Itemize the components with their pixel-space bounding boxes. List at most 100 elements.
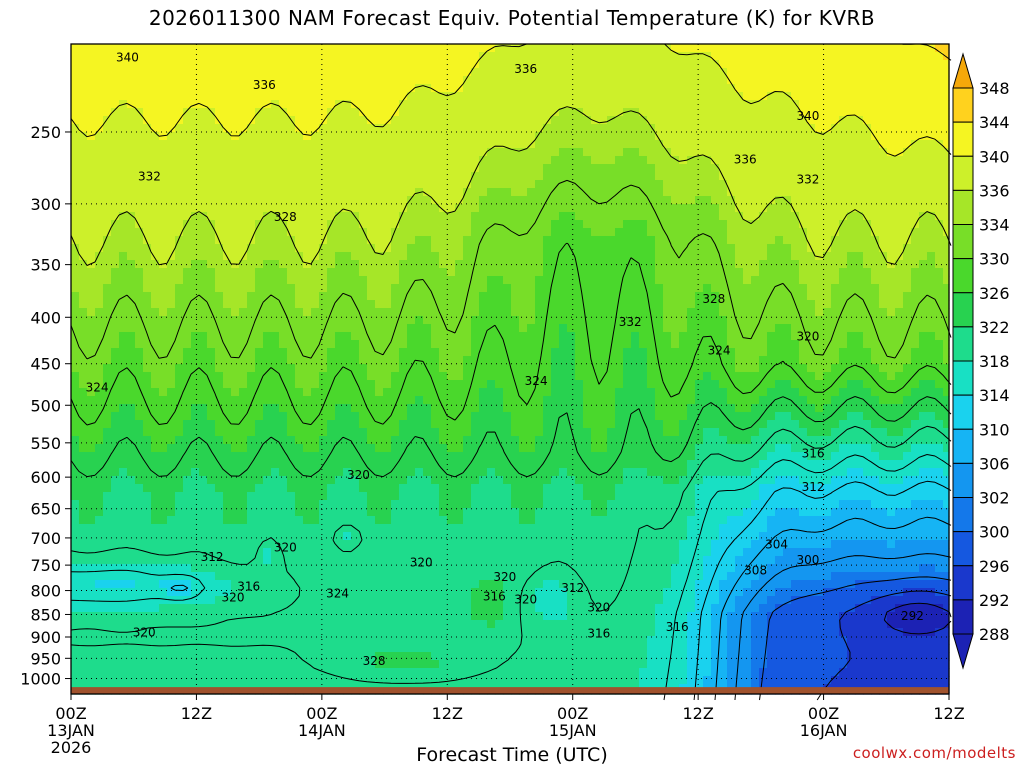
contour-label: 324 bbox=[708, 343, 731, 357]
colorbar-bottom-arrow bbox=[952, 633, 974, 670]
colorbar-swatch bbox=[952, 360, 974, 396]
contour-label: 320 bbox=[347, 468, 370, 482]
contour-labels: 340 336 336 340 336 332 332 328 328 332 320 324 324 3… bbox=[86, 51, 924, 669]
chart-title: 2026011300 NAM Forecast Equiv. Potential… bbox=[148, 6, 876, 30]
contour-label: 320 bbox=[493, 570, 516, 584]
colorbar-label: 348 bbox=[979, 79, 1010, 98]
x-axis-title: Forecast Time (UTC) bbox=[416, 744, 608, 766]
x-tick-label: 16JAN bbox=[800, 721, 848, 740]
contour-label: 336 bbox=[253, 78, 276, 92]
x-tick-label: 13JAN bbox=[47, 721, 95, 740]
colorbar-label: 344 bbox=[979, 113, 1010, 132]
y-tick-label: 1000 bbox=[20, 670, 61, 689]
colorbar-swatch bbox=[952, 565, 974, 601]
y-tick-label: 450 bbox=[30, 355, 61, 374]
x-tick-label: 12Z bbox=[682, 704, 713, 723]
x-tick-label: 12Z bbox=[181, 704, 212, 723]
contour-324 bbox=[70, 396, 952, 478]
contour-label: 340 bbox=[796, 109, 819, 123]
contour-label: 320 bbox=[222, 590, 245, 604]
colorbar-label: 322 bbox=[979, 318, 1010, 337]
contour-label: 336 bbox=[514, 62, 537, 76]
colorbar-swatch bbox=[952, 326, 974, 362]
contour-label: 332 bbox=[796, 172, 819, 186]
contour-label: 332 bbox=[619, 315, 642, 329]
colorbar: 348 344 340 336 334 330 326 322 318 314 310 306 302 3… bbox=[952, 52, 1010, 670]
contour-label: 300 bbox=[796, 553, 819, 567]
source-credit: coolwx.com/modelts bbox=[852, 744, 1016, 762]
contour-label: 316 bbox=[666, 620, 689, 634]
y-tick-label: 400 bbox=[30, 308, 61, 327]
y-tick-label: 350 bbox=[30, 256, 61, 275]
y-tick-label: 850 bbox=[30, 605, 61, 624]
contour-336 bbox=[70, 106, 952, 266]
contour-label: 324 bbox=[86, 381, 109, 395]
contour-label: 320 bbox=[274, 540, 297, 554]
x-tick-label: 00Z bbox=[808, 704, 839, 723]
contour-label: 312 bbox=[561, 581, 584, 595]
contour-label: 316 bbox=[237, 580, 260, 594]
contour-label: 312 bbox=[201, 550, 224, 564]
y-tick-label: 300 bbox=[30, 195, 61, 214]
x-tick-label: 2026 bbox=[51, 738, 92, 757]
contour-label: 320 bbox=[796, 330, 819, 344]
x-tick-label: 00Z bbox=[557, 704, 588, 723]
contour-label: 304 bbox=[765, 538, 788, 552]
contour-label: 292 bbox=[901, 609, 924, 623]
contour-label: 316 bbox=[587, 626, 610, 640]
colorbar-label: 326 bbox=[979, 284, 1010, 303]
contour-296 bbox=[816, 590, 952, 701]
contour-label: 328 bbox=[274, 210, 297, 224]
colorbar-swatch bbox=[952, 394, 974, 430]
plot-frame bbox=[70, 43, 950, 695]
contour-312 bbox=[170, 480, 952, 701]
x-tick-label: 15JAN bbox=[549, 721, 597, 740]
colorbar-label: 336 bbox=[979, 181, 1010, 200]
colorbar-swatch bbox=[952, 224, 974, 260]
contour-label: 320 bbox=[587, 600, 610, 614]
contour-label: 320 bbox=[514, 592, 537, 606]
colorbar-label: 318 bbox=[979, 352, 1010, 371]
pressure-grid-lines bbox=[71, 44, 949, 694]
y-tick-label: 550 bbox=[30, 434, 61, 453]
contour-label: 312 bbox=[802, 480, 825, 494]
contour-label: 340 bbox=[116, 51, 139, 65]
colorbar-label: 300 bbox=[979, 523, 1010, 542]
colorbar-swatch bbox=[952, 462, 974, 498]
contour-label: 328 bbox=[363, 654, 386, 668]
contour-label: 320 bbox=[133, 626, 156, 640]
contour-320 bbox=[70, 425, 952, 684]
colorbar-swatch bbox=[952, 121, 974, 157]
colorbar-label: 302 bbox=[979, 489, 1010, 508]
contour-label: 316 bbox=[802, 446, 825, 460]
contour-316 bbox=[70, 454, 952, 701]
y-tick-label: 750 bbox=[30, 556, 61, 575]
colorbar-swatch bbox=[952, 428, 974, 464]
y-tick-label: 950 bbox=[30, 649, 61, 668]
colorbar-swatch bbox=[952, 292, 974, 328]
colorbar-label: 296 bbox=[979, 557, 1010, 576]
colorbar-label: 306 bbox=[979, 454, 1010, 473]
contour-label: 336 bbox=[734, 152, 757, 166]
contour-label: 324 bbox=[525, 374, 548, 388]
colorbar-swatch bbox=[952, 189, 974, 225]
contour-328 bbox=[70, 242, 952, 426]
contour-332 bbox=[70, 179, 952, 360]
colorbar-label: 340 bbox=[979, 147, 1010, 166]
contour-label: 308 bbox=[744, 563, 767, 577]
y-tick-label: 600 bbox=[30, 468, 61, 487]
contour-292 bbox=[883, 602, 952, 635]
contour-label: 332 bbox=[138, 170, 161, 184]
y-tick-label: 900 bbox=[30, 628, 61, 647]
colorbar-label: 310 bbox=[979, 420, 1010, 439]
y-tick-label: 800 bbox=[30, 582, 61, 601]
colorbar-label: 288 bbox=[979, 625, 1010, 644]
contour-label: 328 bbox=[702, 292, 725, 306]
contour-304 bbox=[734, 553, 952, 700]
y-tick-label: 250 bbox=[30, 123, 61, 142]
colorbar-swatch bbox=[952, 599, 974, 635]
contour-340 bbox=[70, 43, 952, 157]
x-tick-label: 14JAN bbox=[298, 721, 346, 740]
